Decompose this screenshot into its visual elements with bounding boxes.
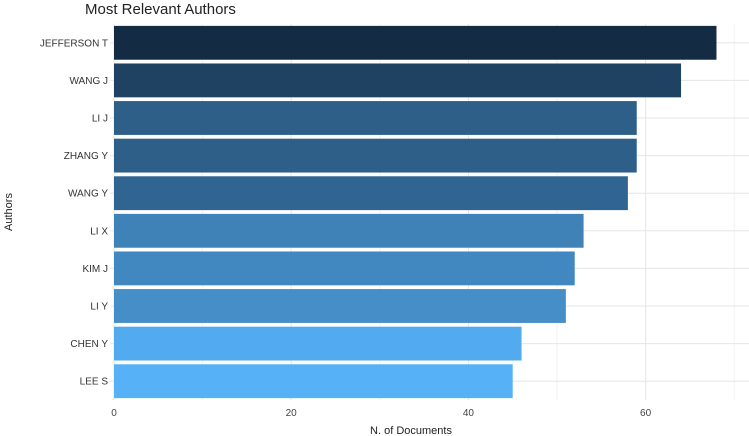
x-tick-label: 60 bbox=[640, 408, 652, 419]
y-tick-label: ZHANG Y bbox=[64, 151, 109, 162]
y-tick-labels: JEFFERSON T WANG J LI J ZHANG Y WANG Y LI X KI… bbox=[40, 38, 108, 387]
chart-title: Most Relevant Authors bbox=[85, 1, 236, 18]
bar-li-j bbox=[114, 101, 637, 135]
bar-chen-y bbox=[114, 326, 522, 361]
x-axis-label: N. of Documents bbox=[370, 425, 452, 436]
x-tick-label: 40 bbox=[463, 408, 475, 419]
y-tick-label: LI Y bbox=[90, 302, 108, 313]
y-tick-label: CHEN Y bbox=[70, 339, 108, 350]
y-tick-label: LI X bbox=[90, 226, 108, 237]
y-tick-label: JEFFERSON T bbox=[40, 38, 108, 49]
x-tick-labels: 0 20 40 60 bbox=[111, 408, 651, 419]
y-tick-label: KIM J bbox=[82, 264, 108, 275]
x-tick-label: 0 bbox=[111, 408, 117, 419]
bar-jefferson-t bbox=[114, 25, 717, 60]
bar-zhang-y bbox=[114, 138, 637, 173]
bar-wang-j bbox=[114, 63, 682, 98]
y-tick-label: WANG Y bbox=[68, 189, 108, 200]
bar-lee-s bbox=[114, 364, 513, 399]
y-tick-label: WANG J bbox=[69, 76, 108, 87]
bar-li-x bbox=[114, 213, 584, 248]
bar-li-y bbox=[114, 289, 566, 323]
y-tick-label: LI J bbox=[92, 114, 108, 125]
x-tick-label: 20 bbox=[286, 408, 298, 419]
y-axis-label: Authors bbox=[3, 193, 15, 231]
bar-wang-y bbox=[114, 176, 628, 211]
bars bbox=[114, 25, 717, 399]
bar-kim-j bbox=[114, 251, 575, 286]
y-tick-label: LEE S bbox=[80, 377, 109, 388]
